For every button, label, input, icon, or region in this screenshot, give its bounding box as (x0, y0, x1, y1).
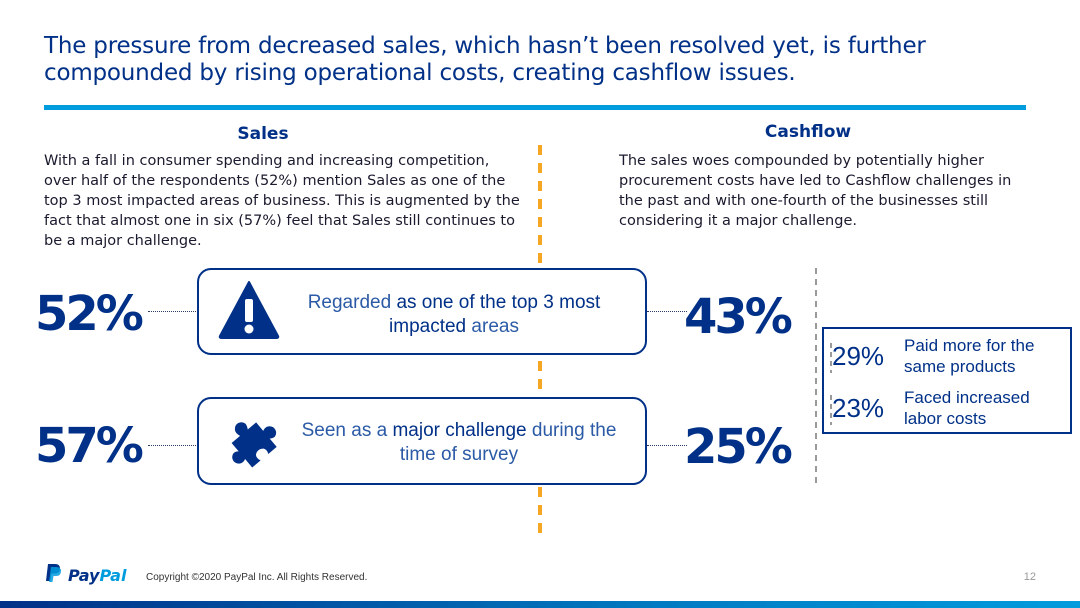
warning-icon (218, 280, 280, 340)
cashflow-breakdown-box: 29% Paid more for the same products 23% F… (822, 327, 1072, 434)
sales-stat-1-percent: 52% (35, 286, 144, 342)
connector-line (647, 311, 687, 312)
cashflow-description: The sales woes compounded by potentially… (619, 153, 1012, 229)
paypal-wordmark: PayPal (68, 566, 127, 585)
paypal-logo: PayPal (44, 563, 126, 588)
sales-stat-1-card: Regarded as one of the top 3 most impact… (197, 268, 647, 355)
paypal-p-icon (44, 563, 62, 588)
breakdown-marker (830, 343, 832, 373)
breakdown-2-label: Faced increased labor costs (904, 388, 1030, 428)
connector-line (148, 445, 198, 446)
connector-line (647, 445, 687, 446)
cashflow-stat-1-percent: 43% (684, 289, 793, 345)
sales-stat-2-caption: Seen as a major challenge during the tim… (301, 420, 617, 465)
cashflow-divider (815, 268, 817, 486)
sales-heading: Sales (237, 124, 289, 144)
cashflow-stat-2-percent: 25% (684, 419, 793, 475)
sales-stat-2-percent: 57% (35, 418, 144, 474)
sales-stat-1-caption: Regarded as one of the top 3 most impact… (307, 292, 601, 337)
connector-line (148, 311, 198, 312)
page-number: 12 (1023, 571, 1036, 583)
cashflow-heading: Cashflow (764, 122, 852, 142)
breakdown-1-label: Paid more for the same products (904, 336, 1035, 376)
puzzle-piece-icon (218, 407, 288, 477)
slide-title: The pressure from decreased sales, which… (44, 33, 926, 86)
sales-description: With a fall in consumer spending and inc… (44, 153, 520, 249)
breakdown-2-percent: 23% (832, 393, 885, 423)
footer-bar (0, 601, 1080, 608)
title-underline (44, 105, 1026, 110)
sales-stat-2-card: Seen as a major challenge during the tim… (197, 397, 647, 485)
copyright-notice: Copyright ©2020 PayPal Inc. All Rights R… (146, 572, 368, 583)
breakdown-marker (830, 395, 832, 425)
breakdown-1-percent: 29% (832, 341, 885, 371)
